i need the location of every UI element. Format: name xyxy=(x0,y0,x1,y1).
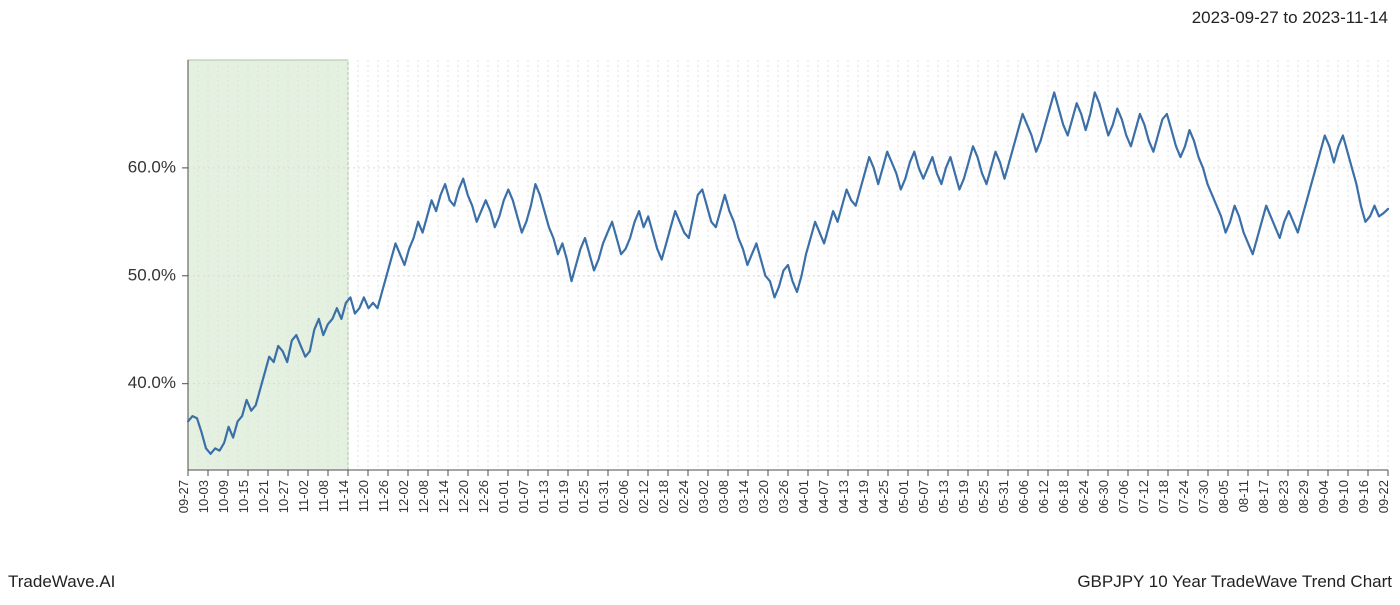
svg-text:05-13: 05-13 xyxy=(936,480,951,513)
svg-text:12-14: 12-14 xyxy=(436,480,451,513)
svg-text:04-19: 04-19 xyxy=(856,480,871,513)
svg-text:08-11: 08-11 xyxy=(1236,480,1251,512)
svg-text:10-15: 10-15 xyxy=(236,480,251,513)
svg-text:08-05: 08-05 xyxy=(1216,480,1231,513)
svg-text:03-20: 03-20 xyxy=(756,480,771,513)
svg-text:03-26: 03-26 xyxy=(776,480,791,513)
brand-label: TradeWave.AI xyxy=(8,572,115,592)
svg-text:01-31: 01-31 xyxy=(596,480,611,513)
svg-text:50.0%: 50.0% xyxy=(128,265,176,284)
svg-text:10-03: 10-03 xyxy=(196,480,211,513)
svg-text:11-20: 11-20 xyxy=(356,480,371,512)
svg-text:11-26: 11-26 xyxy=(376,480,391,512)
svg-text:05-31: 05-31 xyxy=(996,480,1011,513)
trend-line-chart: 40.0% 50.0% 60.0% 09-27 10-03 10-09 10-15 10-21… xyxy=(0,0,1400,600)
svg-text:09-10: 09-10 xyxy=(1336,480,1351,513)
svg-text:04-25: 04-25 xyxy=(876,480,891,513)
svg-text:07-30: 07-30 xyxy=(1196,480,1211,513)
svg-text:12-02: 12-02 xyxy=(396,480,411,513)
svg-text:11-02: 11-02 xyxy=(296,480,311,512)
svg-text:04-01: 04-01 xyxy=(796,480,811,513)
svg-text:03-14: 03-14 xyxy=(736,480,751,513)
svg-text:09-04: 09-04 xyxy=(1316,480,1331,513)
svg-text:04-07: 04-07 xyxy=(816,480,831,513)
svg-text:07-24: 07-24 xyxy=(1176,480,1191,513)
svg-text:05-07: 05-07 xyxy=(916,480,931,513)
svg-text:07-12: 07-12 xyxy=(1136,480,1151,513)
svg-text:08-17: 08-17 xyxy=(1256,480,1271,513)
svg-text:04-13: 04-13 xyxy=(836,480,851,513)
svg-text:12-08: 12-08 xyxy=(416,480,431,513)
chart-title-label: GBPJPY 10 Year TradeWave Trend Chart xyxy=(1077,572,1392,592)
svg-text:01-07: 01-07 xyxy=(516,480,531,513)
svg-text:10-09: 10-09 xyxy=(216,480,231,513)
svg-text:02-24: 02-24 xyxy=(676,480,691,513)
svg-text:10-21: 10-21 xyxy=(256,480,271,513)
svg-text:06-18: 06-18 xyxy=(1056,480,1071,513)
date-range-label: 2023-09-27 to 2023-11-14 xyxy=(1192,8,1388,28)
svg-text:08-29: 08-29 xyxy=(1296,480,1311,513)
svg-text:12-26: 12-26 xyxy=(476,480,491,513)
svg-text:60.0%: 60.0% xyxy=(128,157,176,176)
svg-text:01-01: 01-01 xyxy=(496,480,511,513)
svg-text:09-27: 09-27 xyxy=(176,480,191,513)
svg-text:03-08: 03-08 xyxy=(716,480,731,513)
svg-text:02-18: 02-18 xyxy=(656,480,671,513)
svg-text:06-12: 06-12 xyxy=(1036,480,1051,513)
svg-text:11-08: 11-08 xyxy=(316,480,331,512)
svg-text:03-02: 03-02 xyxy=(696,480,711,513)
svg-text:02-12: 02-12 xyxy=(636,480,651,513)
svg-text:07-18: 07-18 xyxy=(1156,480,1171,513)
svg-text:06-06: 06-06 xyxy=(1016,480,1031,513)
svg-text:11-14: 11-14 xyxy=(336,480,351,512)
svg-text:01-19: 01-19 xyxy=(556,480,571,513)
svg-text:05-01: 05-01 xyxy=(896,480,911,513)
chart-container: 40.0% 50.0% 60.0% 09-27 10-03 10-09 10-15 10-21… xyxy=(0,0,1400,600)
svg-text:06-30: 06-30 xyxy=(1096,480,1111,513)
svg-text:09-22: 09-22 xyxy=(1376,480,1391,513)
svg-text:10-27: 10-27 xyxy=(276,480,291,513)
svg-text:08-23: 08-23 xyxy=(1276,480,1291,513)
svg-text:05-19: 05-19 xyxy=(956,480,971,513)
svg-text:12-20: 12-20 xyxy=(456,480,471,513)
svg-text:01-25: 01-25 xyxy=(576,480,591,513)
svg-text:09-16: 09-16 xyxy=(1356,480,1371,513)
svg-text:01-13: 01-13 xyxy=(536,480,551,513)
svg-text:40.0%: 40.0% xyxy=(128,373,176,392)
svg-text:05-25: 05-25 xyxy=(976,480,991,513)
svg-text:06-24: 06-24 xyxy=(1076,480,1091,513)
svg-text:07-06: 07-06 xyxy=(1116,480,1131,513)
svg-text:02-06: 02-06 xyxy=(616,480,631,513)
